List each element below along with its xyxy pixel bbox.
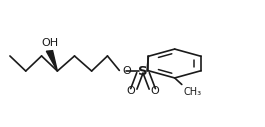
Text: OH: OH: [41, 38, 58, 48]
Text: O: O: [127, 86, 136, 96]
Polygon shape: [46, 51, 57, 71]
Text: O: O: [122, 66, 131, 76]
Text: O: O: [151, 86, 159, 96]
Text: S: S: [138, 65, 148, 78]
Text: CH₃: CH₃: [184, 87, 202, 97]
